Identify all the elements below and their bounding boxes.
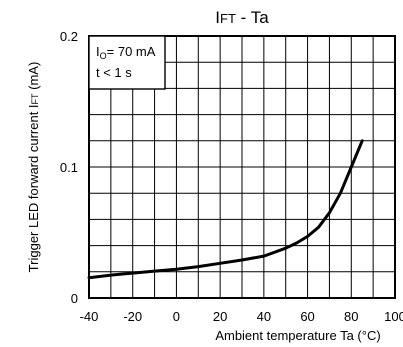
x-tick-label: -20	[123, 309, 142, 324]
y-tick-label: 0.2	[60, 29, 78, 44]
x-tick-label: 100	[384, 309, 403, 324]
x-tick-label: -40	[80, 309, 99, 324]
annotation-line-time: t < 1 s	[96, 65, 132, 80]
y-axis-label: Trigger LED forward current IFT (mA)	[26, 62, 41, 273]
x-tick-label: 60	[300, 309, 314, 324]
series-line	[89, 141, 362, 278]
y-tick-label: 0	[71, 291, 78, 306]
x-tick-label: 80	[344, 309, 358, 324]
x-tick-label: 40	[257, 309, 271, 324]
x-axis-label: Ambient temperature Ta (°C)	[215, 328, 380, 343]
chart-title: IFT - Ta	[215, 8, 269, 27]
x-tick-label: 20	[213, 309, 227, 324]
x-tick-label: 0	[173, 309, 180, 324]
y-tick-label: 0.1	[60, 160, 78, 175]
